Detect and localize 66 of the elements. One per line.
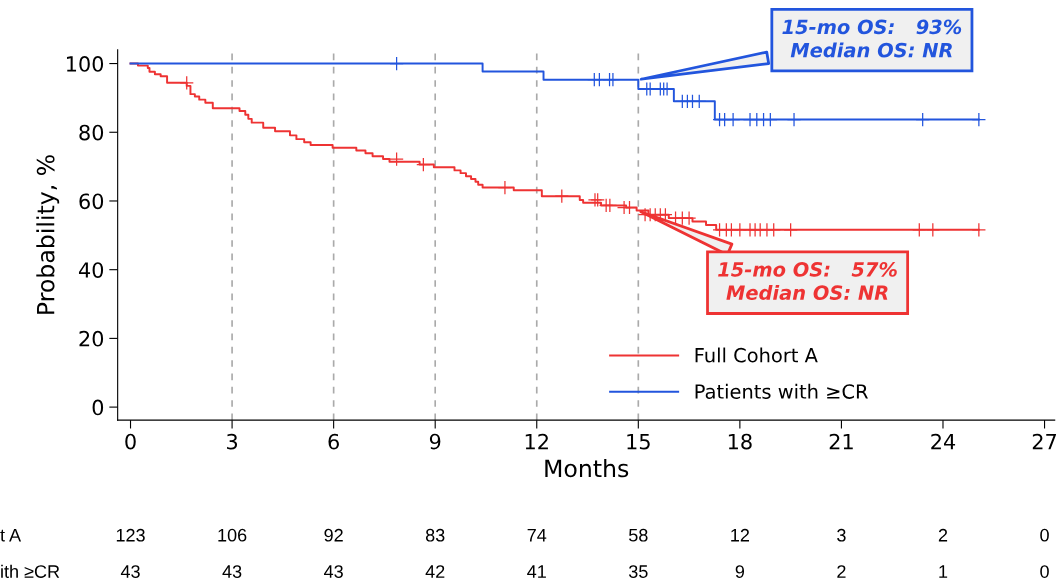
point	[786, 112, 802, 127]
text: 0	[1040, 528, 1049, 542]
point	[602, 198, 618, 213]
point	[554, 188, 570, 204]
text: 74	[527, 529, 547, 542]
text: 123	[116, 528, 145, 542]
point	[389, 56, 404, 71]
text: 0	[1040, 565, 1049, 578]
point	[497, 180, 513, 195]
point	[179, 75, 194, 91]
text: 12	[731, 528, 750, 542]
x-tick-label: 12	[525, 433, 548, 450]
point	[915, 112, 930, 127]
x-tick-label: 3	[227, 433, 238, 450]
point	[725, 112, 741, 127]
legend-label: Full Cohort A	[695, 347, 818, 363]
point	[971, 222, 987, 238]
y-tick-label: 60	[79, 193, 104, 210]
x-tick-label: 0	[125, 433, 136, 450]
x-tick-label: 27	[1032, 433, 1057, 450]
text: 42	[425, 565, 445, 578]
text: 2	[837, 565, 846, 578]
text: 83	[425, 528, 445, 542]
text: 58	[628, 528, 648, 542]
text: 35	[628, 565, 648, 578]
text: ith ≥CR	[1, 564, 60, 578]
point	[971, 112, 987, 127]
x-tick-label: 21	[829, 433, 853, 450]
text: 2	[938, 528, 948, 542]
point	[605, 72, 621, 87]
annotation: 15-mo OS: 93% Median OS: NR	[782, 19, 962, 58]
x-tick-label: 6	[328, 433, 339, 450]
text: 106	[218, 528, 247, 542]
legend-label: Patients with ≥CR	[695, 383, 868, 399]
y-tick-label: 100	[66, 56, 104, 72]
text: 41	[527, 565, 546, 578]
point	[925, 222, 941, 238]
point	[416, 157, 431, 172]
point	[389, 151, 404, 167]
text: 3	[837, 528, 846, 542]
text: 92	[324, 528, 343, 542]
text: 43	[324, 565, 343, 578]
point	[681, 210, 697, 226]
y-axis-title: Probability, %	[36, 155, 60, 314]
y-tick-label: 40	[78, 262, 104, 278]
text: 1	[939, 565, 948, 578]
annotation: 15-mo OS: 57% Median OS: NR	[718, 262, 897, 301]
point	[658, 207, 673, 222]
y-tick-label: 0	[92, 399, 104, 416]
point	[763, 112, 778, 127]
text: 43	[222, 565, 242, 578]
x-axis-title: Months	[545, 459, 629, 478]
y-tick-label: 20	[79, 330, 104, 347]
point	[622, 200, 637, 215]
x-tick-label: 24	[931, 433, 956, 450]
x-tick-label: 9	[429, 433, 441, 450]
point	[766, 222, 781, 238]
text: t A	[0, 529, 22, 542]
point	[783, 222, 798, 238]
point	[692, 94, 707, 109]
x-tick-label: 18	[728, 433, 752, 450]
point	[912, 222, 927, 238]
text: 9	[735, 565, 745, 578]
text: 43	[120, 565, 140, 578]
x-tick-label: 15	[627, 434, 650, 450]
y-tick-label: 80	[79, 124, 104, 141]
